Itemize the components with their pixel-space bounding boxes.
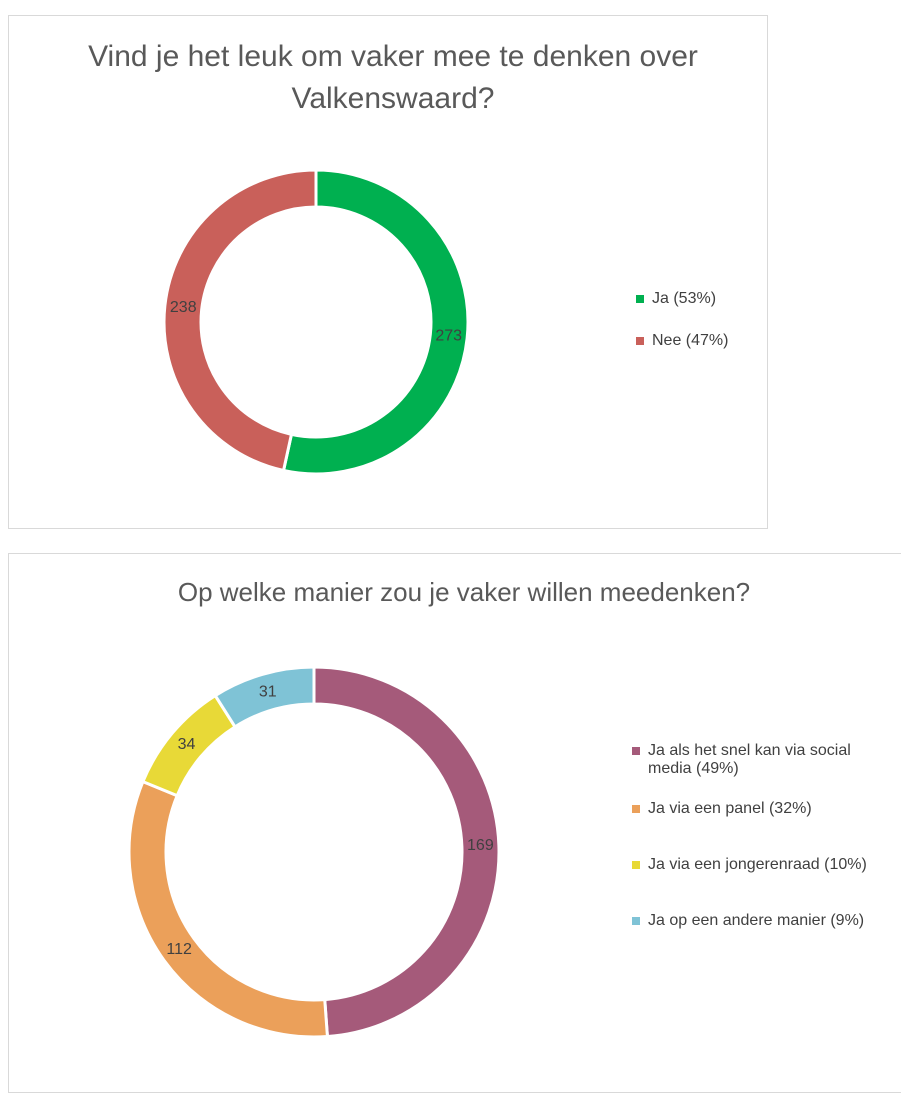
legend-label: Ja als het snel kan via social media (49…: [648, 742, 851, 777]
data-label: 112: [166, 941, 192, 958]
chart-title: Vind je het leuk om vaker mee te denken …: [88, 40, 698, 115]
donut-segment: [213, 665, 316, 729]
legend-label: Ja via een panel (32%): [648, 800, 812, 817]
donut-segment: [127, 779, 330, 1039]
legend-swatch: [632, 747, 640, 755]
legend-swatch: [632, 805, 640, 813]
data-label: 238: [170, 299, 197, 316]
donut-segment: [281, 168, 470, 476]
legend-swatch: [632, 917, 640, 925]
legend-label: Ja op een andere manier (9%): [648, 912, 865, 929]
legend-item: Ja op een andere manier (9%): [632, 912, 887, 930]
legend-item: Ja (53%): [636, 290, 756, 308]
legend-item: Ja via een jongerenraad (10%): [632, 856, 887, 874]
legend-label: Ja (53%): [652, 290, 717, 307]
legend-swatch: [632, 861, 640, 869]
legend-item: Ja via een panel (32%): [632, 800, 887, 818]
legend-swatch: [636, 295, 644, 303]
legend-item: Nee (47%): [636, 332, 756, 350]
data-label: 169: [467, 837, 494, 854]
data-label: 273: [435, 328, 462, 345]
donut-segment: [312, 665, 501, 1039]
data-label: 31: [259, 683, 277, 700]
legend-label: Nee (47%): [652, 332, 729, 349]
legend-swatch: [636, 337, 644, 345]
chart-title: Op welke manier zou je vaker willen meed…: [177, 577, 751, 607]
legend-item: Ja als het snel kan via social media (49…: [632, 742, 887, 778]
legend-label: Ja via een jongerenraad (10%): [648, 856, 867, 873]
data-label: 34: [178, 736, 196, 753]
donut-segment: [162, 168, 318, 473]
